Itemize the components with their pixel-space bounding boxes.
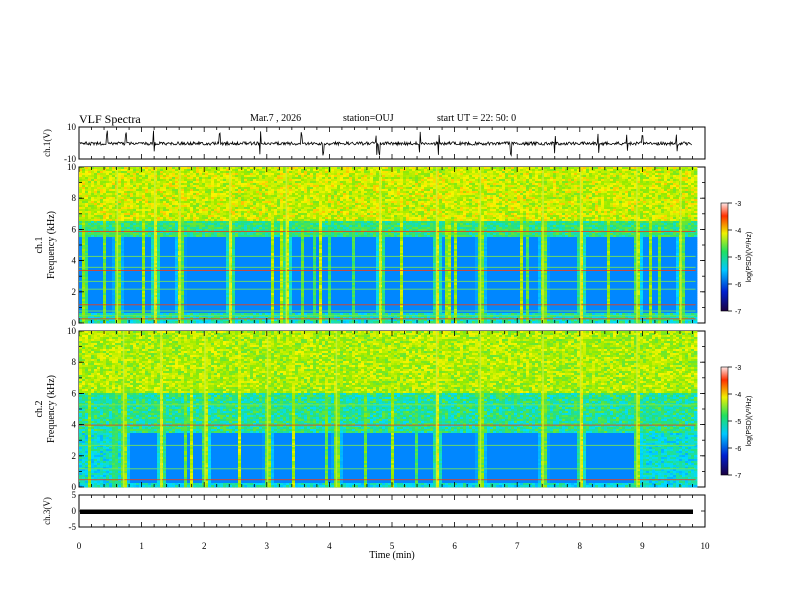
y-tick-label: 4	[72, 256, 77, 266]
burst-mark	[179, 167, 181, 323]
narrowband-line	[79, 231, 696, 232]
y-tick-label: 2	[72, 451, 77, 461]
colorbar-tick-label: -7	[735, 309, 741, 316]
x-axis-label: Time (min)	[369, 550, 414, 561]
y-tick-label: 8	[72, 357, 77, 367]
x-tick-label: 9	[640, 541, 645, 551]
y-tick-label: -10	[64, 154, 76, 164]
burst-mark	[154, 167, 156, 323]
colorbar-tick-label: -5	[735, 255, 741, 262]
y-tick-label: -5	[69, 522, 77, 532]
burst-mark	[229, 167, 231, 323]
burst-mark	[580, 167, 582, 323]
ch1-waveform-trace	[80, 131, 692, 156]
ch2-colorbar-label: log(PSD)(V²/Hz)	[746, 396, 753, 447]
colorbar-tick-label: -5	[735, 419, 741, 426]
colorbar-tick-label: -4	[735, 392, 741, 399]
burst-mark	[542, 167, 544, 323]
ch3-ylabel: ch.3(V)	[42, 497, 52, 525]
x-tick-label: 0	[77, 541, 82, 551]
burst-mark	[542, 331, 544, 487]
ch2-spec-ylabel-channel: ch.2	[34, 401, 45, 418]
x-tick-label: 4	[327, 541, 332, 551]
y-tick-label: 6	[72, 388, 77, 398]
colorbar-tick-label: -3	[735, 365, 741, 372]
burst-mark	[267, 331, 269, 487]
ch2-spec-ylabel-freq: Frequency (kHz)	[46, 375, 57, 443]
narrowband-line	[79, 404, 696, 405]
x-tick-label: 7	[515, 541, 520, 551]
x-tick-label: 1	[139, 541, 144, 551]
ch1-spec-ylabel-channel: ch.1	[34, 237, 45, 254]
burst-mark	[436, 167, 438, 323]
y-tick-label: 2	[72, 287, 77, 297]
narrowband-line	[79, 468, 696, 469]
burst-mark	[636, 167, 638, 323]
burst-mark	[480, 167, 482, 323]
burst-mark	[204, 331, 206, 487]
colorbar-tick-label: -6	[735, 446, 741, 453]
ch1-spec-ylabel-freq: Frequency (kHz)	[46, 211, 57, 279]
y-tick-label: 0	[72, 506, 77, 516]
colorbar-tick-label: -3	[735, 201, 741, 208]
burst-mark	[160, 331, 162, 487]
ch2-colorbar	[721, 367, 728, 475]
burst-mark	[636, 331, 638, 487]
burst-mark	[336, 331, 338, 487]
y-tick-label: 6	[72, 224, 77, 234]
x-tick-label: 6	[452, 541, 457, 551]
narrowband-line	[79, 479, 696, 480]
x-tick-label: 8	[578, 541, 583, 551]
y-tick-label: 4	[72, 420, 77, 430]
colorbar-tick-label: -6	[735, 282, 741, 289]
y-tick-label: 5	[72, 490, 77, 500]
narrowband-line	[79, 256, 696, 257]
ch1-colorbar	[721, 203, 728, 311]
colorbar-tick-label: -7	[735, 473, 741, 480]
burst-mark	[580, 331, 582, 487]
narrowband-line	[79, 445, 696, 446]
narrowband-line	[79, 425, 696, 426]
x-tick-label: 5	[390, 541, 395, 551]
burst-mark	[123, 331, 125, 487]
burst-mark	[117, 167, 119, 323]
ch3-waveform-trace	[80, 510, 693, 515]
narrowband-line	[79, 267, 696, 268]
narrowband-line	[79, 304, 696, 305]
colorbar-tick-label: -4	[735, 228, 741, 235]
x-tick-label: 3	[265, 541, 270, 551]
narrowband-line	[79, 311, 696, 312]
burst-mark	[379, 167, 381, 323]
ch1-colorbar-label: log(PSD)(V²/Hz)	[746, 232, 753, 283]
ch1-ylabel: ch.1(V)	[42, 129, 52, 157]
burst-mark	[480, 331, 482, 487]
burst-mark	[286, 167, 288, 323]
ch1-spectrogram	[79, 167, 697, 323]
narrowband-line	[79, 315, 696, 316]
y-tick-label: 10	[67, 326, 77, 336]
burst-mark	[436, 331, 438, 487]
burst-mark	[680, 167, 682, 323]
x-tick-label: 10	[701, 541, 711, 551]
narrowband-line	[79, 318, 696, 319]
narrowband-line	[79, 289, 696, 290]
x-tick-label: 2	[202, 541, 207, 551]
narrowband-line	[79, 270, 696, 271]
y-tick-label: 8	[72, 193, 77, 203]
y-tick-label: 10	[67, 122, 77, 132]
narrowband-line	[79, 281, 696, 282]
ch2-spectrogram	[79, 331, 697, 487]
